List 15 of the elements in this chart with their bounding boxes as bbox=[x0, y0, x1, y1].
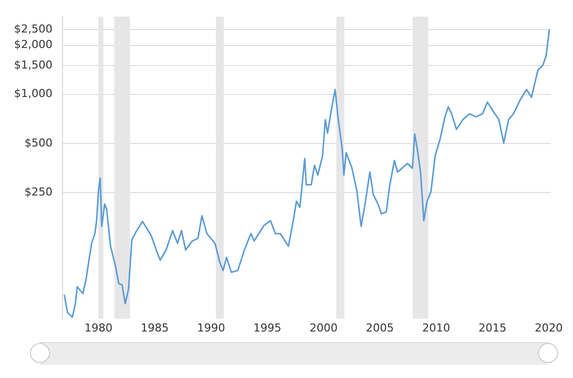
y-tick-label: $500 bbox=[24, 136, 52, 150]
x-tick-label: 1995 bbox=[253, 321, 282, 334]
x-tick-label: 1985 bbox=[140, 321, 169, 334]
y-tick-label: $2,000 bbox=[14, 38, 52, 52]
x-tick-label: 2015 bbox=[478, 321, 506, 334]
x-tick-label: 2000 bbox=[310, 321, 338, 334]
y-tick-label: $1,500 bbox=[14, 58, 52, 72]
y-tick-label: $250 bbox=[24, 185, 52, 198]
x-tick-label: 2005 bbox=[366, 321, 394, 334]
y-tick-label: $1,000 bbox=[14, 87, 52, 100]
y-tick-label: $2,500 bbox=[14, 22, 52, 36]
x-tick-label: 1990 bbox=[197, 321, 226, 334]
x-tick-label: 2010 bbox=[422, 321, 450, 334]
x-tick-label: 2020 bbox=[534, 321, 563, 334]
x-tick-label: 1980 bbox=[84, 321, 113, 334]
